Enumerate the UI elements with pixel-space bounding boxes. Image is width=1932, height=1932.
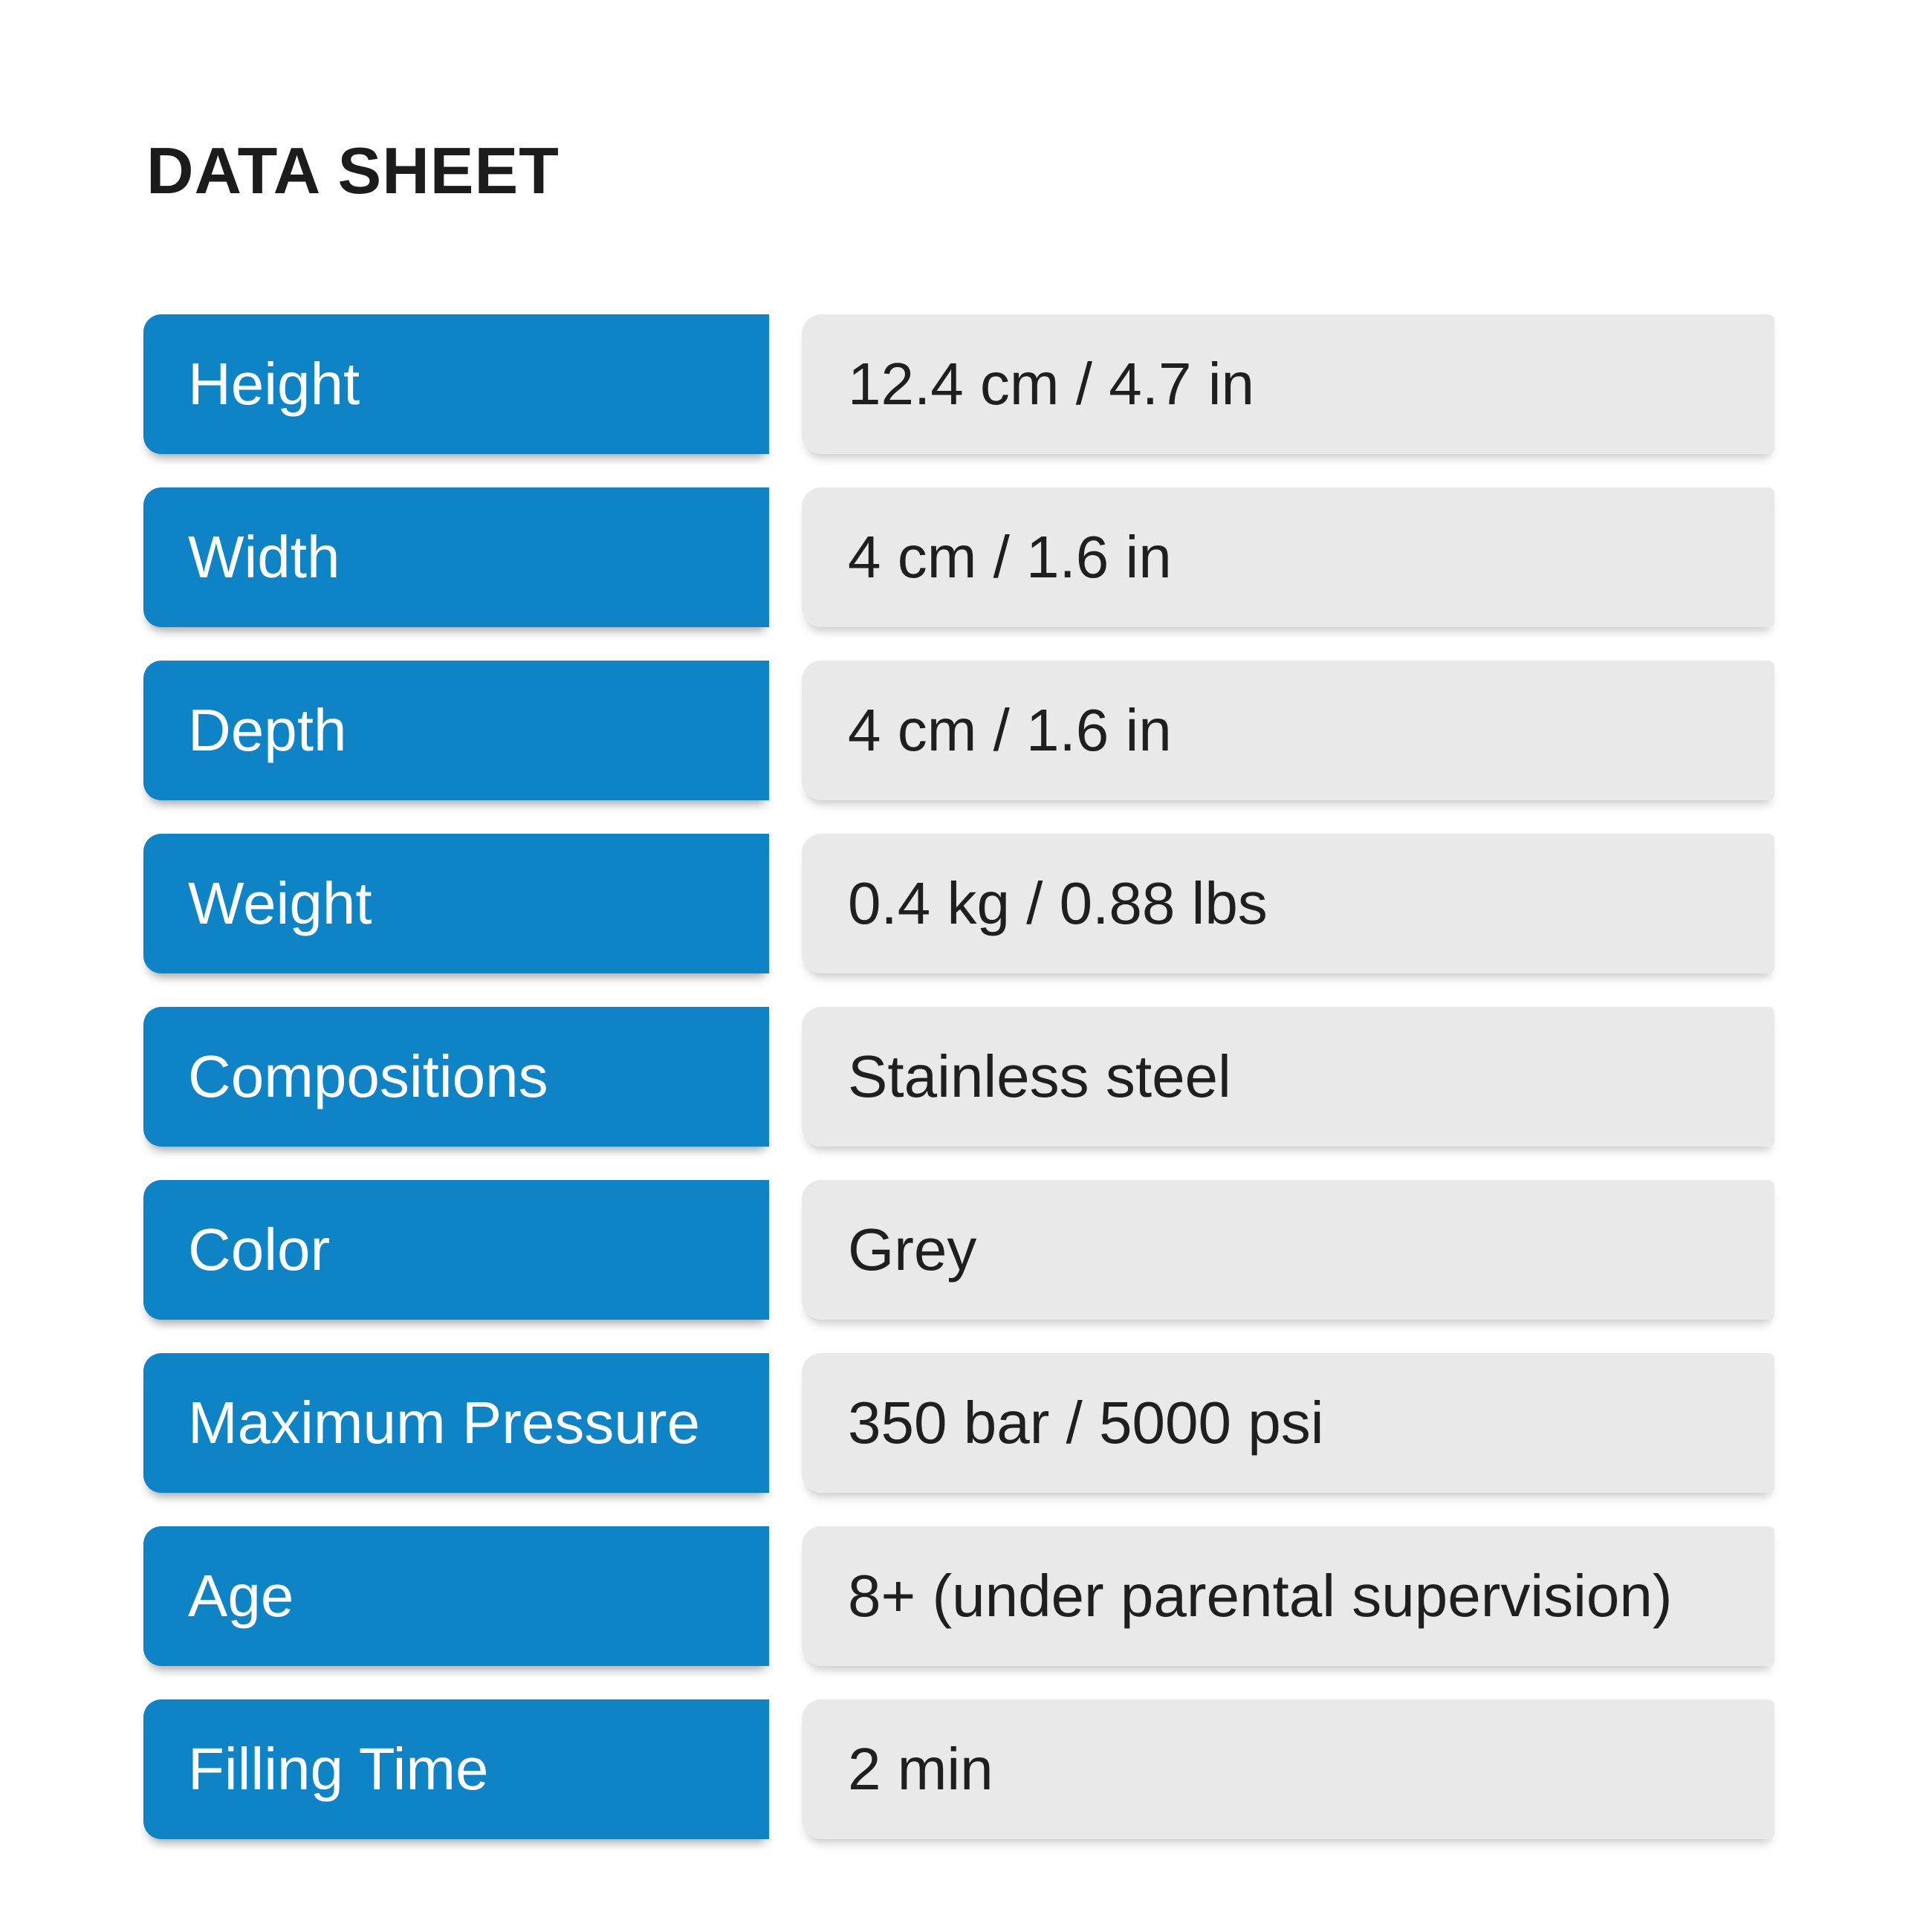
spec-label-cell: Maximum Pressure [143, 1353, 769, 1493]
spec-row-color: Color Grey [143, 1180, 1774, 1320]
spec-label-cell: Color [143, 1180, 769, 1320]
spec-label-cell: Age [143, 1526, 769, 1666]
spec-row-age: Age 8+ (under parental supervision) [143, 1526, 1774, 1666]
spec-label-cell: Filling Time [143, 1699, 769, 1839]
spec-value-cell: 350 bar / 5000 psi [802, 1353, 1774, 1493]
spec-row-height: Height 12.4 cm / 4.7 in [143, 314, 1774, 454]
spec-value-cell: 4 cm / 1.6 in [802, 661, 1774, 800]
spec-row-maximum-pressure: Maximum Pressure 350 bar / 5000 psi [143, 1353, 1774, 1493]
spec-label-cell: Compositions [143, 1007, 769, 1147]
data-sheet-table: Height 12.4 cm / 4.7 in Width 4 cm / 1.6… [143, 314, 1774, 1839]
spec-row-compositions: Compositions Stainless steel [143, 1007, 1774, 1147]
spec-value-cell: 4 cm / 1.6 in [802, 487, 1774, 627]
spec-value-cell: 2 min [802, 1699, 1774, 1839]
spec-label-cell: Width [143, 487, 769, 627]
spec-row-weight: Weight 0.4 kg / 0.88 lbs [143, 834, 1774, 973]
spec-label-cell: Depth [143, 661, 769, 800]
spec-value-cell: 8+ (under parental supervision) [802, 1526, 1774, 1666]
spec-value-cell: Grey [802, 1180, 1774, 1320]
spec-value-cell: Stainless steel [802, 1007, 1774, 1147]
spec-label-cell: Weight [143, 834, 769, 973]
page-title: DATA SHEET [146, 134, 560, 207]
spec-row-width: Width 4 cm / 1.6 in [143, 487, 1774, 627]
spec-row-depth: Depth 4 cm / 1.6 in [143, 661, 1774, 800]
spec-value-cell: 0.4 kg / 0.88 lbs [802, 834, 1774, 973]
spec-label-cell: Height [143, 314, 769, 454]
spec-value-cell: 12.4 cm / 4.7 in [802, 314, 1774, 454]
spec-row-filling-time: Filling Time 2 min [143, 1699, 1774, 1839]
